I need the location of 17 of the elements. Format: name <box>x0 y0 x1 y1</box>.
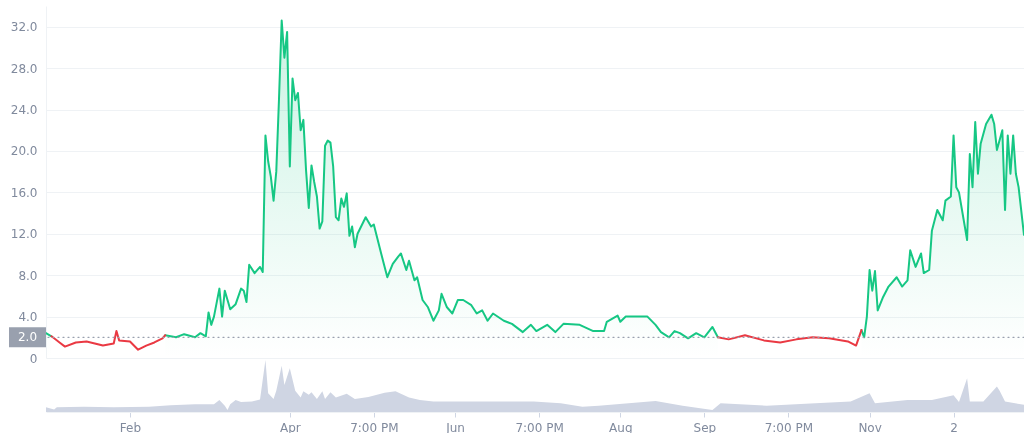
x-tick-label: Feb <box>119 420 142 435</box>
y-tick-label: 12.0 <box>10 227 38 242</box>
x-tick-label: 7:00 PM <box>350 420 399 435</box>
x-tick-label: 7:00 PM <box>764 420 813 435</box>
x-tick-label: Nov <box>858 420 882 435</box>
y-tick-label: 4.0 <box>18 310 38 325</box>
x-tick-label: 2 <box>950 420 958 435</box>
y-tick-label: 32.0 <box>10 20 38 35</box>
x-tick-label: Jun <box>445 420 465 435</box>
y-tick-label: 16.0 <box>10 185 38 200</box>
x-tick-label: 7:00 PM <box>515 420 564 435</box>
y-tick-label: 20.0 <box>10 144 38 159</box>
y-tick-label: 8.0 <box>18 268 38 283</box>
ref-line-label: 2.0 <box>17 330 38 345</box>
y-tick-label: 0 <box>29 351 38 366</box>
y-tick-label: 28.0 <box>10 61 38 76</box>
y-tick-label: 24.0 <box>10 103 38 118</box>
